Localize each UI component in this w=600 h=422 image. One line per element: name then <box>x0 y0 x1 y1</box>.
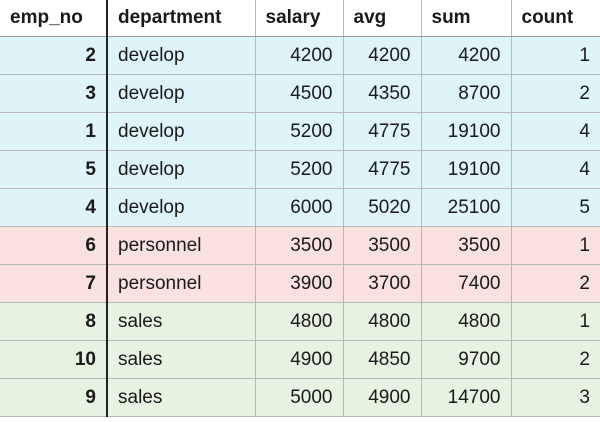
cell-avg: 4800 <box>342 302 422 341</box>
table-row: 10 sales 4900 4850 9700 2 <box>0 340 600 379</box>
cell-count: 2 <box>510 340 600 379</box>
table-row: 1 develop 5200 4775 19100 4 <box>0 112 600 151</box>
cell-count: 1 <box>510 302 600 341</box>
cell-emp-no: 6 <box>0 226 108 265</box>
table-row: 7 personnel 3900 3700 7400 2 <box>0 264 600 303</box>
column-header-department: department <box>106 0 256 37</box>
cell-department: develop <box>106 112 256 151</box>
cell-emp-no: 1 <box>0 112 108 151</box>
cell-sum: 19100 <box>420 150 512 189</box>
table-row: 6 personnel 3500 3500 3500 1 <box>0 226 600 265</box>
cell-count: 4 <box>510 112 600 151</box>
cell-salary: 4500 <box>254 74 344 113</box>
cell-avg: 3500 <box>342 226 422 265</box>
table-row: 4 develop 6000 5020 25100 5 <box>0 188 600 227</box>
cell-salary: 4800 <box>254 302 344 341</box>
cell-sum: 4200 <box>420 36 512 75</box>
column-header-count: count <box>510 0 600 37</box>
cell-department: personnel <box>106 264 256 303</box>
cell-avg: 4200 <box>342 36 422 75</box>
cell-count: 3 <box>510 378 600 417</box>
table-row: 2 develop 4200 4200 4200 1 <box>0 36 600 75</box>
cell-sum: 19100 <box>420 112 512 151</box>
cell-avg: 4775 <box>342 112 422 151</box>
cell-count: 2 <box>510 74 600 113</box>
table-row: 3 develop 4500 4350 8700 2 <box>0 74 600 113</box>
cell-salary: 5000 <box>254 378 344 417</box>
cell-sum: 25100 <box>420 188 512 227</box>
cell-sum: 9700 <box>420 340 512 379</box>
cell-avg: 5020 <box>342 188 422 227</box>
cell-emp-no: 9 <box>0 378 108 417</box>
cell-emp-no: 5 <box>0 150 108 189</box>
cell-emp-no: 10 <box>0 340 108 379</box>
cell-salary: 6000 <box>254 188 344 227</box>
cell-avg: 3700 <box>342 264 422 303</box>
cell-department: sales <box>106 302 256 341</box>
cell-count: 2 <box>510 264 600 303</box>
cell-avg: 4900 <box>342 378 422 417</box>
table-row: 5 develop 5200 4775 19100 4 <box>0 150 600 189</box>
column-header-sum: sum <box>420 0 512 37</box>
cell-avg: 4350 <box>342 74 422 113</box>
cell-sum: 3500 <box>420 226 512 265</box>
cell-salary: 3900 <box>254 264 344 303</box>
cell-salary: 4900 <box>254 340 344 379</box>
cell-count: 1 <box>510 36 600 75</box>
cell-department: develop <box>106 188 256 227</box>
cell-department: develop <box>106 36 256 75</box>
cell-avg: 4850 <box>342 340 422 379</box>
cell-emp-no: 7 <box>0 264 108 303</box>
table-row: 8 sales 4800 4800 4800 1 <box>0 302 600 341</box>
table-row: 9 sales 5000 4900 14700 3 <box>0 378 600 417</box>
cell-sum: 4800 <box>420 302 512 341</box>
cell-emp-no: 4 <box>0 188 108 227</box>
cell-avg: 4775 <box>342 150 422 189</box>
cell-salary: 3500 <box>254 226 344 265</box>
column-header-emp-no: emp_no <box>0 0 108 37</box>
cell-count: 1 <box>510 226 600 265</box>
cell-salary: 4200 <box>254 36 344 75</box>
cell-emp-no: 2 <box>0 36 108 75</box>
header-row: emp_no department salary avg sum count <box>0 0 600 37</box>
column-header-avg: avg <box>342 0 422 37</box>
cell-sum: 14700 <box>420 378 512 417</box>
cell-department: personnel <box>106 226 256 265</box>
cell-department: develop <box>106 74 256 113</box>
cell-department: develop <box>106 150 256 189</box>
cell-salary: 5200 <box>254 150 344 189</box>
cell-sum: 7400 <box>420 264 512 303</box>
cell-count: 5 <box>510 188 600 227</box>
cell-salary: 5200 <box>254 112 344 151</box>
cell-department: sales <box>106 340 256 379</box>
cell-sum: 8700 <box>420 74 512 113</box>
cell-emp-no: 3 <box>0 74 108 113</box>
cell-count: 4 <box>510 150 600 189</box>
cell-department: sales <box>106 378 256 417</box>
column-header-salary: salary <box>254 0 344 37</box>
cell-emp-no: 8 <box>0 302 108 341</box>
